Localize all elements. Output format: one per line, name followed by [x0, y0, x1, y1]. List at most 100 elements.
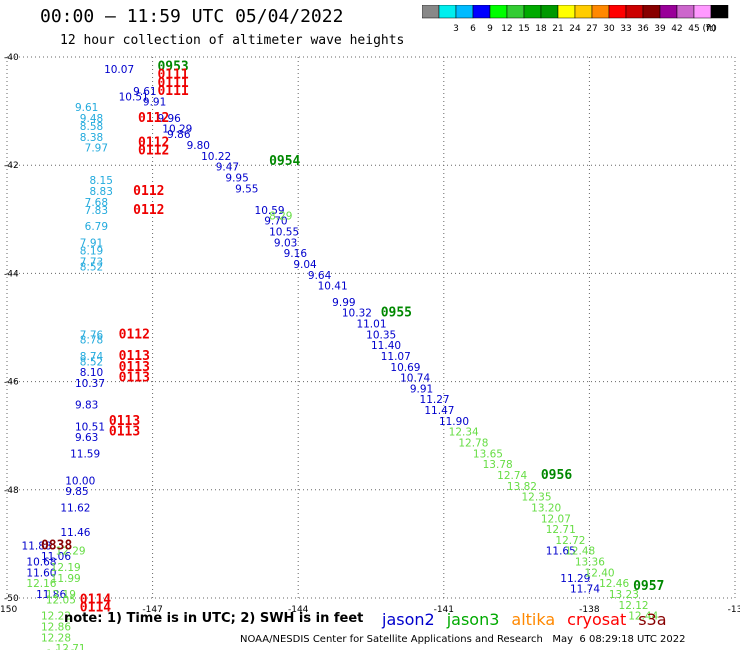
wave-height-point: 12.78	[458, 438, 488, 450]
color-scale-bar: 3 6 9 12 15 18 21 24 27 30 33 36 39 42 45 70(ft)	[422, 5, 729, 34]
wave-height-point: 10.55	[269, 227, 299, 239]
wave-height-point: 8.15	[90, 175, 113, 187]
wave-height-point: 8.78	[80, 335, 103, 347]
wave-height-point: 11.40	[371, 340, 401, 352]
wave-height-series: 12.2912.1911.9912.1612.1912.0512.2212.86…	[26, 546, 85, 650]
color-scale-label: 12	[501, 24, 512, 34]
pass-time-label: 0955	[381, 306, 412, 321]
wave-height-point: 11.99	[51, 573, 81, 585]
wave-height-point: 13.23	[609, 589, 639, 601]
wave-height-point: 12.28	[41, 632, 71, 644]
wave-height-point: 11.74	[570, 584, 600, 596]
pass-time-label: 0114	[80, 601, 111, 616]
wave-height-point: 8.83	[90, 186, 113, 198]
wave-height-point: 10.37	[75, 378, 105, 390]
wave-height-point: 12.46	[599, 578, 629, 590]
wave-height-point: 12.19	[46, 589, 76, 601]
color-scale-label: 9	[487, 24, 493, 34]
wave-height-point: 8.52	[80, 262, 103, 274]
wave-height-point: 9.86	[167, 129, 191, 141]
color-scale-label: 33	[620, 24, 631, 34]
wave-height-point: 6.79	[85, 221, 108, 233]
wave-height-point: 10.68	[26, 557, 56, 569]
wave-height-point: 9.95	[225, 172, 248, 184]
wave-height-point: 9.61	[75, 102, 98, 114]
wave-height-point: 9.63	[75, 432, 98, 444]
color-scale-label: 39	[654, 24, 666, 34]
wave-height-point: 11.60	[26, 567, 56, 579]
wave-height-point: 10.29	[162, 124, 192, 136]
color-scale-label: 42	[671, 24, 682, 34]
wave-height-point: 11.90	[439, 416, 469, 428]
wave-height-point: 9.48	[80, 113, 103, 125]
wave-height-point: 11.01	[356, 319, 386, 331]
wave-height-point: 10.22	[201, 151, 231, 163]
wave-height-point: 9.47	[216, 162, 239, 174]
wave-height-point: 9.96	[157, 113, 181, 125]
wave-height-point: 11.47	[424, 405, 454, 417]
pass-time-labels: 0953011101110111011201120112095401120112…	[41, 60, 664, 616]
wave-height-point: 11.88	[22, 540, 52, 552]
page-subtitle: 12 hour collection of altimeter wave hei…	[60, 33, 405, 48]
wave-height-point: 10.51	[119, 91, 149, 103]
wave-height-point: 11.27	[420, 394, 450, 406]
wave-height-point: 7.91	[80, 237, 103, 249]
wave-height-point: 7.97	[85, 143, 108, 155]
y-tick-label: -44	[4, 269, 19, 279]
wave-height-point: 12.22	[41, 611, 71, 623]
wave-height-point: 9.99	[332, 297, 355, 309]
wave-height-point: 9.80	[187, 140, 210, 152]
wave-height-point: 11.62	[60, 502, 90, 514]
satellite-legend: jason2 jason3 altika cryosat s3a	[382, 610, 679, 629]
footer-note: note: 1) Time is in UTC; 2) SWH is in fe…	[64, 611, 364, 626]
wave-height-point: 9.16	[284, 248, 308, 260]
x-tick-label: -144	[288, 605, 309, 615]
color-scale-label: 36	[637, 24, 649, 34]
wave-height-point: 11.86	[36, 589, 66, 601]
wave-height-point: 12.71	[546, 524, 576, 536]
wave-height-series: 9.619.488.588.387.97 8.158.837.687.83 6.79…	[75, 102, 113, 368]
pass-time-label: 0111	[157, 84, 188, 99]
wave-height-point: 7.76	[80, 329, 104, 341]
y-tick-label: -40	[4, 53, 19, 63]
pass-time-label: 0112	[133, 184, 164, 199]
wave-height-point: 14.58	[46, 649, 76, 650]
legend-entry-jason3: jason3	[446, 610, 500, 629]
wave-height-series: 8.2912.3412.7813.6513.7812.7413.8212.351…	[269, 210, 659, 622]
footer-credit: NOAA/NESDIS Center for Satellite Applica…	[240, 634, 686, 645]
color-scale-label: 6	[470, 24, 476, 34]
wave-height-point: 12.35	[521, 492, 551, 504]
wave-height-point: 7.73	[80, 256, 103, 268]
wave-height-point: 9.55	[235, 183, 258, 195]
pass-time-label: 0957	[633, 579, 664, 594]
color-scale-unit: (ft)	[702, 24, 716, 34]
wave-height-point: 10.51	[75, 421, 105, 433]
legend-entry-cryosat: cryosat	[567, 610, 627, 629]
wave-height-point: 9.04	[293, 259, 317, 271]
color-scale-label: 15	[518, 24, 529, 34]
wave-height-point: 11.06	[41, 551, 71, 563]
wave-height-point: 13.20	[531, 502, 561, 514]
pass-time-label: 0113	[109, 414, 140, 429]
color-scale-label: 27	[586, 24, 597, 34]
pass-time-label: 0111	[157, 76, 188, 91]
wave-height-point: 12.48	[565, 546, 595, 558]
wave-height-point: 12.71	[56, 643, 86, 650]
wave-height-point: 9.61	[133, 86, 156, 98]
wave-height-point: 7.68	[85, 197, 108, 209]
legend-entry-jason2: jason2	[382, 610, 435, 629]
wave-height-point: 12.12	[619, 600, 649, 612]
wave-height-point: 13.65	[473, 448, 503, 460]
color-scale-label: 18	[535, 24, 547, 34]
y-tick-label: -46	[4, 378, 19, 388]
x-tick-label: -150	[0, 605, 17, 615]
wave-height-point: 8.19	[80, 245, 103, 257]
y-tick-label: -50	[4, 594, 19, 604]
wave-height-point: 8.38	[80, 132, 103, 144]
color-scale-label: 24	[569, 24, 581, 34]
pass-time-label: 0112	[138, 143, 169, 158]
page-title: 00:00 – 11:59 UTC 05/04/2022	[40, 6, 344, 27]
wave-height-point: 13.36	[575, 557, 605, 569]
x-tick-label: -147	[142, 605, 162, 615]
wave-height-point: 11.65	[546, 546, 576, 558]
